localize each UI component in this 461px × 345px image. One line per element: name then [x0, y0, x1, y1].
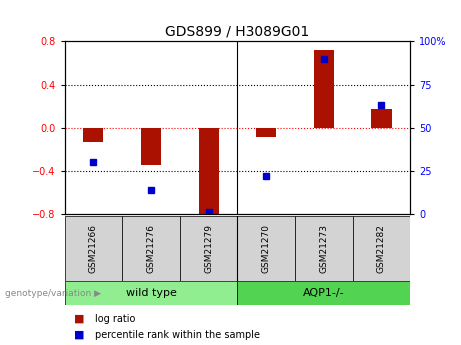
Bar: [295, 216, 353, 281]
Bar: [65, 216, 122, 281]
Text: log ratio: log ratio: [95, 314, 135, 324]
Bar: [237, 216, 295, 281]
Text: GSM21273: GSM21273: [319, 224, 328, 273]
Bar: [180, 216, 237, 281]
Title: GDS899 / H3089G01: GDS899 / H3089G01: [165, 25, 309, 39]
Text: AQP1-/-: AQP1-/-: [303, 288, 345, 298]
Bar: [353, 216, 410, 281]
Text: ■: ■: [74, 314, 84, 324]
Text: GSM21270: GSM21270: [262, 224, 271, 273]
Bar: [372, 109, 391, 128]
Text: GSM21276: GSM21276: [147, 224, 155, 273]
Bar: [65, 281, 237, 305]
Text: GSM21279: GSM21279: [204, 224, 213, 273]
Bar: [122, 216, 180, 281]
Bar: [256, 128, 276, 137]
Text: ■: ■: [74, 330, 84, 339]
Bar: [83, 128, 103, 142]
Text: GSM21266: GSM21266: [89, 224, 98, 273]
Text: genotype/variation ▶: genotype/variation ▶: [5, 289, 100, 298]
Bar: [141, 128, 161, 165]
Text: wild type: wild type: [125, 288, 177, 298]
Text: GSM21282: GSM21282: [377, 224, 386, 273]
Bar: [237, 281, 410, 305]
Text: percentile rank within the sample: percentile rank within the sample: [95, 330, 260, 339]
Bar: [199, 128, 219, 216]
Bar: [314, 50, 334, 128]
